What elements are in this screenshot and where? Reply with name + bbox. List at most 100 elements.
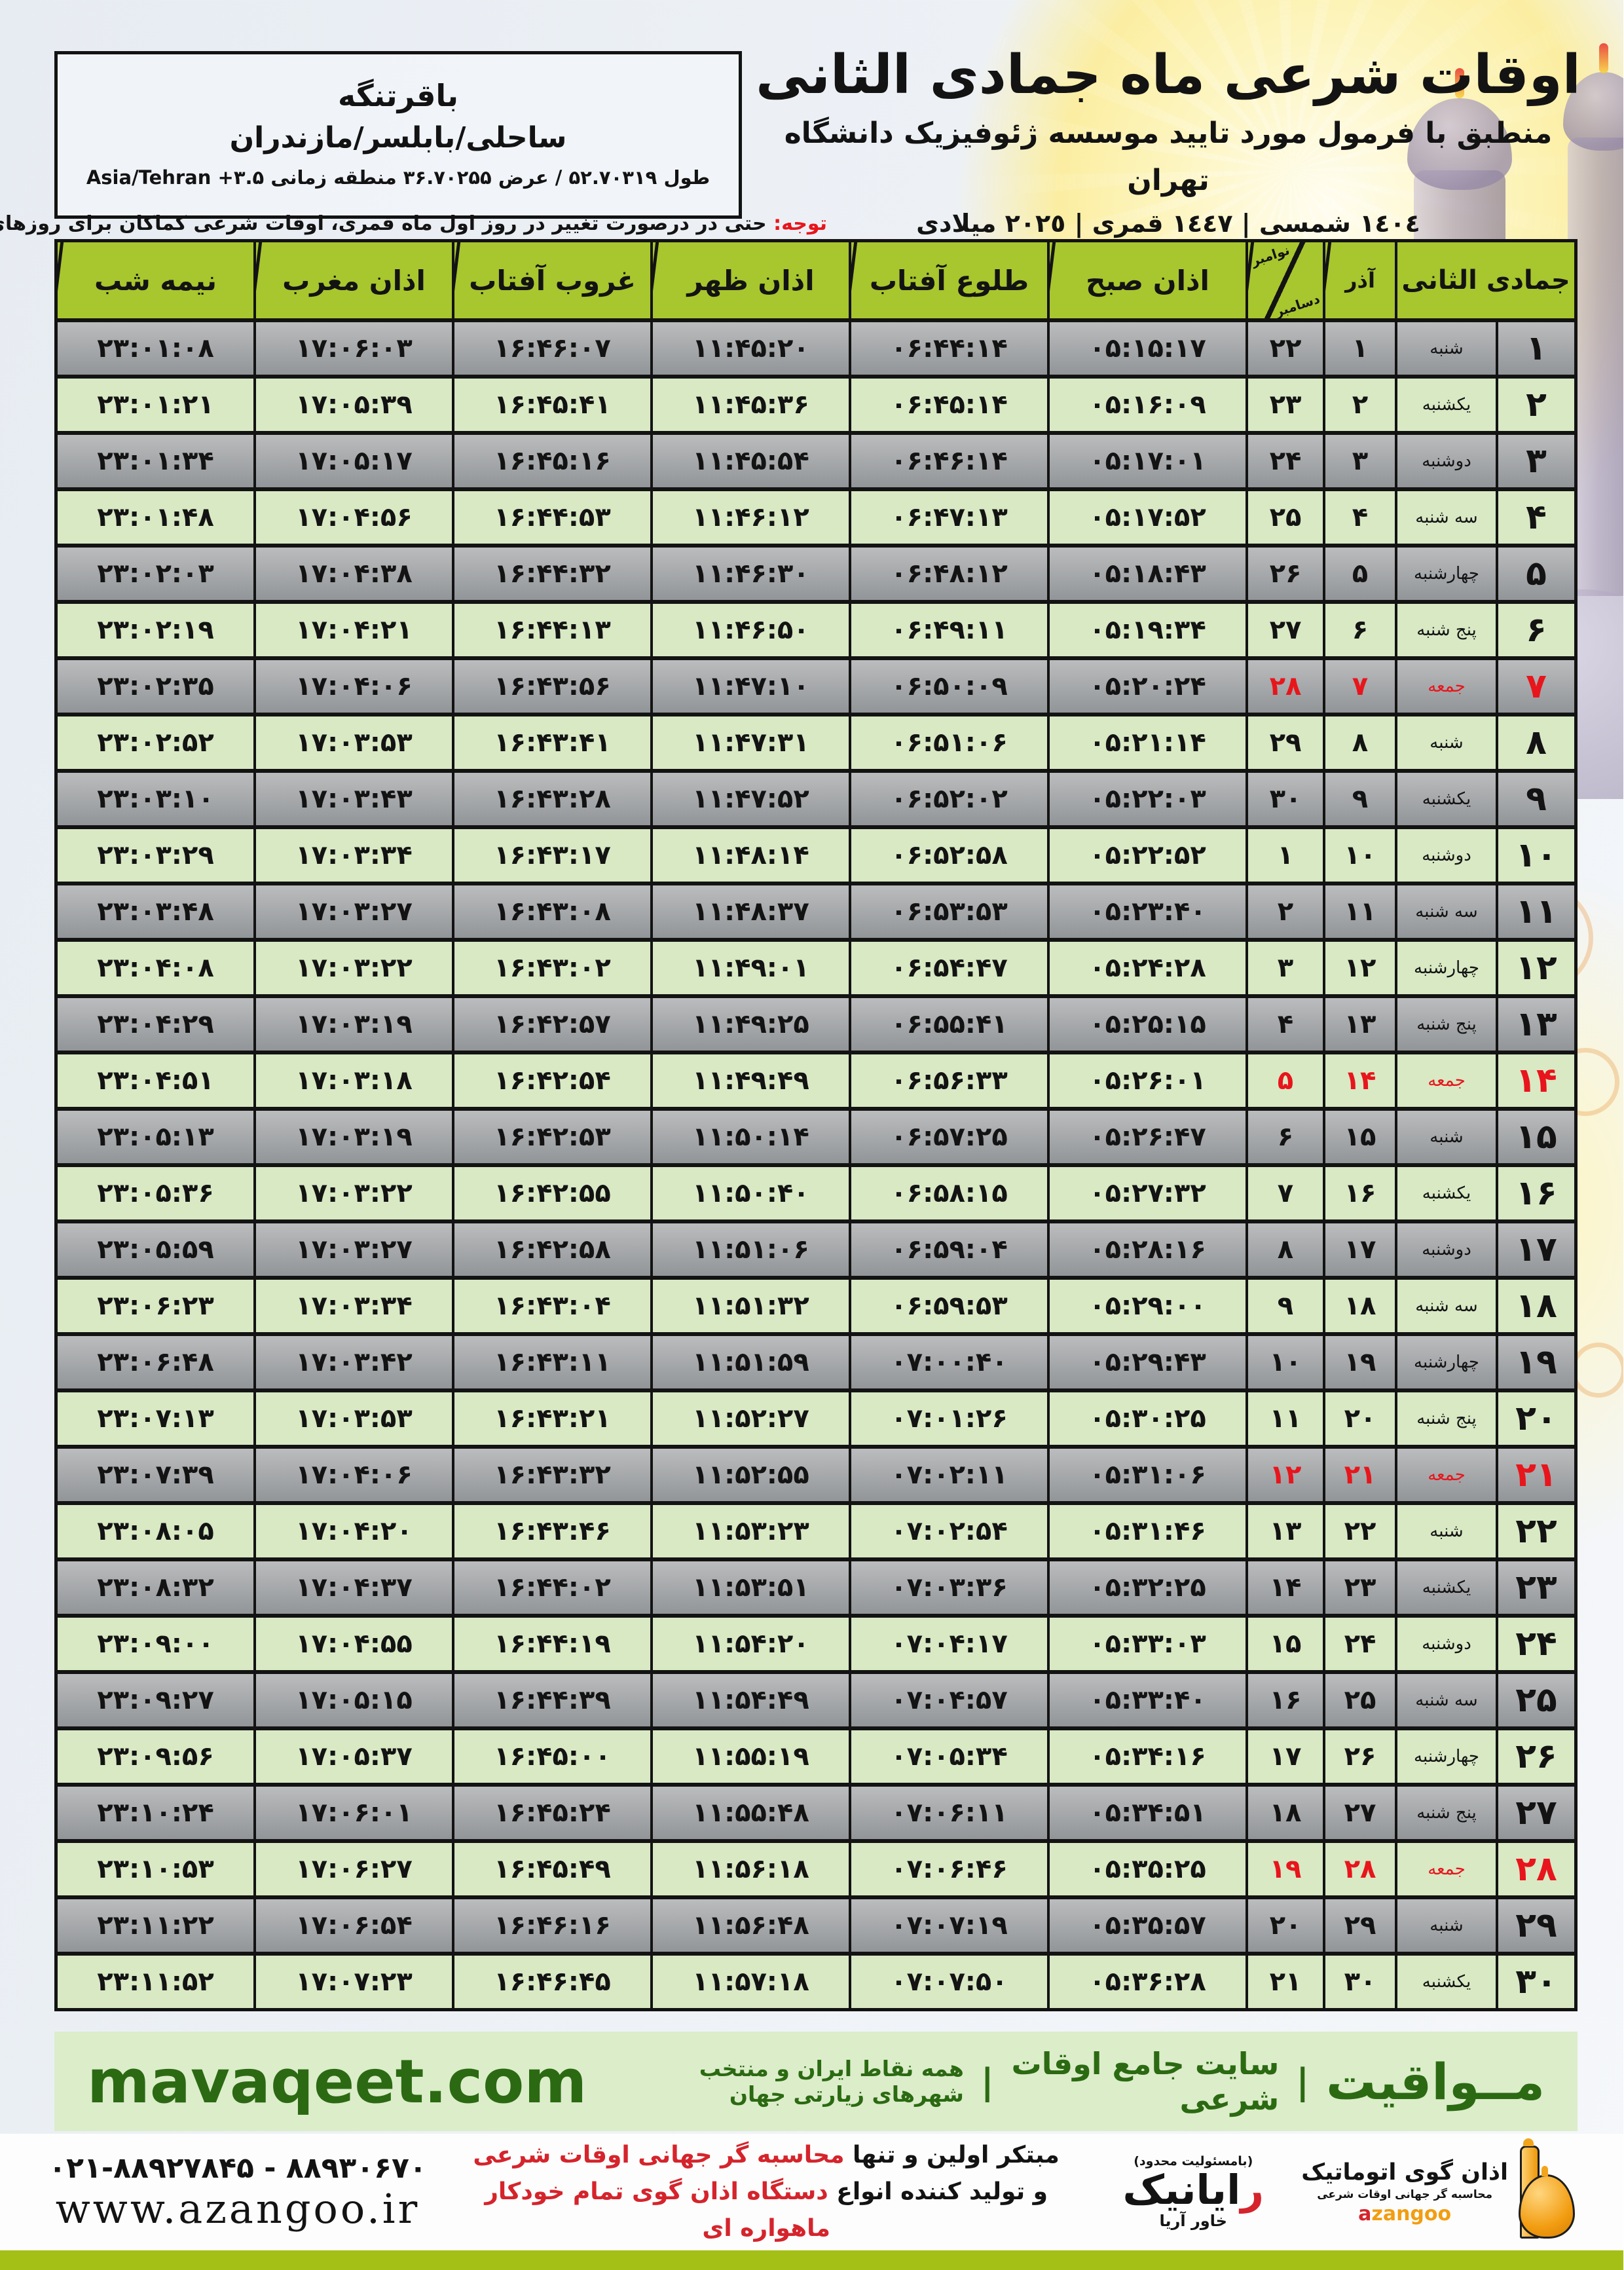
table-row: ۸ شنبه ۸ ۲۹ ۰۵:۲۱:۱۴ ۰۶:۵۱:۰۶ ۱۱:۴۷:۳۱ ۱… [58, 716, 1575, 769]
fajr-time-cell: ۰۵:۳۱:۴۶ [1050, 1505, 1246, 1557]
weekday-cell: پنج شنبه [1398, 998, 1496, 1051]
weekday-cell: چهارشنبه [1398, 1730, 1496, 1783]
sunrise-time-cell: ۰۶:۵۲:۵۸ [852, 829, 1048, 882]
azangoo-text-block: اذان گوی اتوماتیک محاسبه گر جهانی اوقات … [1302, 2158, 1509, 2226]
notice-line: توجه: حتی در درصورت تغییر در روز اول ماه… [0, 212, 828, 235]
prayer-times-table: جمادی الثانی آذر نوامبر دسامبر اذان صبح … [55, 239, 1578, 2011]
day-number-cell: ۱۲ [1499, 942, 1575, 994]
midnight-time-cell: ۲۳:۰۴:۵۱ [58, 1054, 254, 1107]
sunrise-time-cell: ۰۷:۰۲:۱۱ [852, 1449, 1048, 1501]
gregorian-day-cell: ۴ [1249, 998, 1323, 1051]
fajr-time-cell: ۰۵:۱۷:۰۱ [1050, 435, 1246, 487]
azar-day-cell: ۸ [1326, 716, 1395, 769]
dhuhr-time-cell: ۱۱:۴۶:۱۲ [654, 491, 849, 544]
sunset-time-cell: ۱۶:۴۲:۵۸ [455, 1223, 651, 1276]
sunset-time-cell: ۱۶:۴۲:۵۴ [455, 1054, 651, 1107]
maghrib-time-cell: ۱۷:۰۴:۳۸ [257, 548, 452, 600]
sunrise-time-cell: ۰۶:۴۵:۱۴ [852, 379, 1048, 431]
mavaqeet-footer-bar: مــواقیت | سایت جامع اوقات شرعی | همه نق… [55, 2032, 1578, 2131]
azar-day-cell: ۲۷ [1326, 1787, 1395, 1839]
sunrise-time-cell: ۰۶:۵۲:۰۲ [852, 773, 1048, 825]
day-number-cell: ۱ [1499, 322, 1575, 375]
column-header-december: دسامبر [1273, 290, 1322, 318]
dhuhr-time-cell: ۱۱:۵۵:۱۹ [654, 1730, 849, 1783]
maghrib-time-cell: ۱۷:۰۳:۲۷ [257, 1223, 452, 1276]
dhuhr-time-cell: ۱۱:۵۰:۴۰ [654, 1167, 849, 1219]
gregorian-day-cell: ۲۳ [1249, 379, 1323, 431]
fajr-time-cell: ۰۵:۲۰:۲۴ [1050, 660, 1246, 713]
azar-day-cell: ۲۰ [1326, 1392, 1395, 1445]
fajr-time-cell: ۰۵:۱۵:۱۷ [1050, 322, 1246, 375]
sunset-time-cell: ۱۶:۴۶:۴۵ [455, 1956, 651, 2008]
day-number-cell: ۲ [1499, 379, 1575, 431]
dhuhr-time-cell: ۱۱:۴۹:۰۱ [654, 942, 849, 994]
weekday-cell: سه شنبه [1398, 1674, 1496, 1726]
column-header-dhuhr: اذان ظهر [654, 242, 849, 318]
maghrib-time-cell: ۱۷:۰۴:۰۶ [257, 660, 452, 713]
column-header-azar: آذر [1326, 242, 1395, 318]
column-header-midnight: نیمه شب [58, 242, 254, 318]
weekday-cell: یکشنبه [1398, 1167, 1496, 1219]
sunset-time-cell: ۱۶:۴۶:۱۶ [455, 1899, 651, 1952]
sunset-time-cell: ۱۶:۴۵:۲۴ [455, 1787, 651, 1839]
dhuhr-time-cell: ۱۱:۴۵:۲۰ [654, 322, 849, 375]
weekday-cell: یکشنبه [1398, 1956, 1496, 2008]
midnight-time-cell: ۲۳:۰۲:۱۹ [58, 604, 254, 656]
location-region: ساحلی/بابلسر/مازندران [230, 121, 568, 155]
sunrise-time-cell: ۰۶:۵۹:۰۴ [852, 1223, 1048, 1276]
weekday-cell: چهارشنبه [1398, 548, 1496, 600]
sunrise-time-cell: ۰۶:۵۴:۴۷ [852, 942, 1048, 994]
mavaqeet-tagline-primary: سایت جامع اوقات شرعی [1012, 2046, 1280, 2117]
azar-day-cell: ۲۲ [1326, 1505, 1395, 1557]
midnight-time-cell: ۲۳:۰۱:۲۱ [58, 379, 254, 431]
maghrib-time-cell: ۱۷:۰۳:۵۳ [257, 716, 452, 769]
table-row: ۳ دوشنبه ۳ ۲۴ ۰۵:۱۷:۰۱ ۰۶:۴۶:۱۴ ۱۱:۴۵:۵۴… [58, 435, 1575, 487]
dhuhr-time-cell: ۱۱:۴۸:۱۴ [654, 829, 849, 882]
day-number-cell: ۲۸ [1499, 1843, 1575, 1895]
sunset-time-cell: ۱۶:۴۵:۰۰ [455, 1730, 651, 1783]
flag-finial-icon [1600, 43, 1609, 73]
maghrib-time-cell: ۱۷:۰۳:۲۲ [257, 1167, 452, 1219]
day-number-cell: ۱۴ [1499, 1054, 1575, 1107]
maghrib-time-cell: ۱۷:۰۳:۵۳ [257, 1392, 452, 1445]
gregorian-day-cell: ۱۱ [1249, 1392, 1323, 1445]
dhuhr-time-cell: ۱۱:۴۷:۳۱ [654, 716, 849, 769]
gregorian-day-cell: ۲۸ [1249, 660, 1323, 713]
dhuhr-time-cell: ۱۱:۵۰:۱۴ [654, 1111, 849, 1163]
sunset-time-cell: ۱۶:۴۳:۱۱ [455, 1336, 651, 1388]
sunrise-time-cell: ۰۷:۰۲:۵۴ [852, 1505, 1048, 1557]
fajr-time-cell: ۰۵:۱۷:۵۲ [1050, 491, 1246, 544]
day-number-cell: ۱۰ [1499, 829, 1575, 882]
midnight-time-cell: ۲۳:۰۱:۰۸ [58, 322, 254, 375]
rayanik-rest: ایانیک [1123, 2166, 1242, 2214]
separator: | [981, 2060, 995, 2102]
azar-day-cell: ۱۰ [1326, 829, 1395, 882]
floral-swirl-decoration [1572, 1343, 1624, 1398]
azangoo-website-link[interactable]: www.azangoo.ir [56, 2185, 421, 2233]
weekday-cell: سه شنبه [1398, 1280, 1496, 1332]
azangoo-initial: a [1359, 2203, 1373, 2225]
sunset-time-cell: ۱۶:۴۶:۰۷ [455, 322, 651, 375]
notice-label: توجه: [774, 212, 828, 235]
dhuhr-time-cell: ۱۱:۴۹:۲۵ [654, 998, 849, 1051]
day-number-cell: ۱۳ [1499, 998, 1575, 1051]
midnight-time-cell: ۲۳:۰۵:۱۳ [58, 1111, 254, 1163]
mavaqeet-website-link[interactable]: mavaqeet.com [88, 2046, 588, 2117]
azar-day-cell: ۵ [1326, 548, 1395, 600]
fajr-time-cell: ۰۵:۳۶:۲۸ [1050, 1956, 1246, 2008]
rayanik-initial: ر [1241, 2166, 1265, 2214]
sunrise-time-cell: ۰۶:۵۱:۰۶ [852, 716, 1048, 769]
gregorian-day-cell: ۱ [1249, 829, 1323, 882]
midnight-time-cell: ۲۳:۱۰:۵۳ [58, 1843, 254, 1895]
gregorian-day-cell: ۵ [1249, 1054, 1323, 1107]
azangoo-subtitle: محاسبه گر جهانی اوقات شرعی [1318, 2188, 1494, 2201]
day-number-cell: ۱۹ [1499, 1336, 1575, 1388]
dhuhr-time-cell: ۱۱:۵۱:۰۶ [654, 1223, 849, 1276]
fajr-time-cell: ۰۵:۲۸:۱۶ [1050, 1223, 1246, 1276]
dhuhr-time-cell: ۱۱:۵۴:۲۰ [654, 1618, 849, 1670]
gregorian-day-cell: ۱۲ [1249, 1449, 1323, 1501]
azar-day-cell: ۹ [1326, 773, 1395, 825]
fajr-time-cell: ۰۵:۳۴:۵۱ [1050, 1787, 1246, 1839]
sunrise-time-cell: ۰۷:۰۰:۴۰ [852, 1336, 1048, 1388]
table-row: ۲۷ پنج شنبه ۲۷ ۱۸ ۰۵:۳۴:۵۱ ۰۷:۰۶:۱۱ ۱۱:۵… [58, 1787, 1575, 1839]
